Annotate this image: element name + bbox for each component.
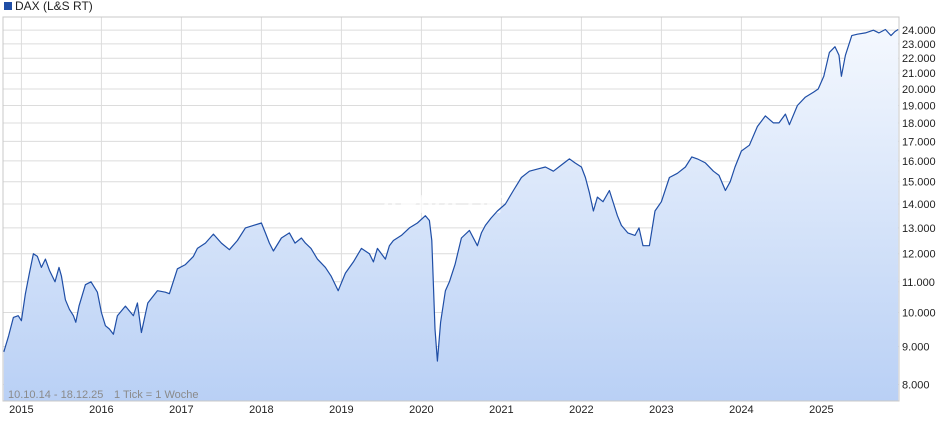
x-tick-label: 2023 (649, 404, 673, 416)
legend-swatch (4, 2, 12, 10)
area-fill (3, 29, 899, 401)
x-tick-label: 2018 (249, 404, 273, 416)
x-tick-label: 2015 (9, 404, 33, 416)
y-tick-label: 8.000 (902, 379, 930, 391)
y-tick-label: 11.000 (902, 277, 935, 289)
x-tick-label: 2020 (409, 404, 433, 416)
legend-label: DAX (L&S RT) (15, 0, 93, 13)
y-tick-label: 14.000 (902, 199, 936, 211)
tick-interval-label: 1 Tick = 1 Woche (114, 389, 198, 401)
y-tick-label: 9.000 (902, 341, 930, 353)
watermark-text: ARIVA.DE (379, 189, 503, 219)
x-tick-label: 2017 (169, 404, 193, 416)
date-range-label: 10.10.14 - 18.12.25 (8, 389, 103, 401)
y-tick-label: 20.000 (902, 84, 936, 96)
y-axis-labels: 8.000 9.000 10.000 11.000 12.000 13.000 14.000… (902, 25, 936, 391)
x-tick-label: 2019 (329, 404, 353, 416)
y-tick-label: 15.000 (902, 177, 936, 189)
y-tick-label: 23.000 (902, 39, 936, 51)
y-tick-label: 17.000 (902, 136, 936, 148)
y-tick-label: 12.000 (902, 249, 936, 261)
x-tick-label: 2025 (809, 404, 833, 416)
x-axis-labels: 2015 2016 2017 2018 2019 2020 2021 2022 2023 2024… (9, 404, 833, 416)
y-tick-label: 10.000 (902, 307, 936, 319)
y-tick-label: 18.000 (902, 118, 936, 130)
x-tick-label: 2021 (489, 404, 513, 416)
x-tick-label: 2016 (89, 404, 113, 416)
y-tick-label: 13.000 (902, 223, 936, 235)
series-line-dax (3, 28, 899, 362)
x-tick-label: 2024 (729, 404, 753, 416)
y-tick-label: 16.000 (902, 156, 936, 168)
y-tick-label: 22.000 (902, 53, 936, 65)
x-tick-label: 2022 (569, 404, 593, 416)
y-tick-label: 19.000 (902, 101, 936, 113)
y-tick-label: 24.000 (902, 25, 936, 37)
y-tick-label: 21.000 (902, 68, 936, 80)
plot-frame (2, 16, 900, 402)
